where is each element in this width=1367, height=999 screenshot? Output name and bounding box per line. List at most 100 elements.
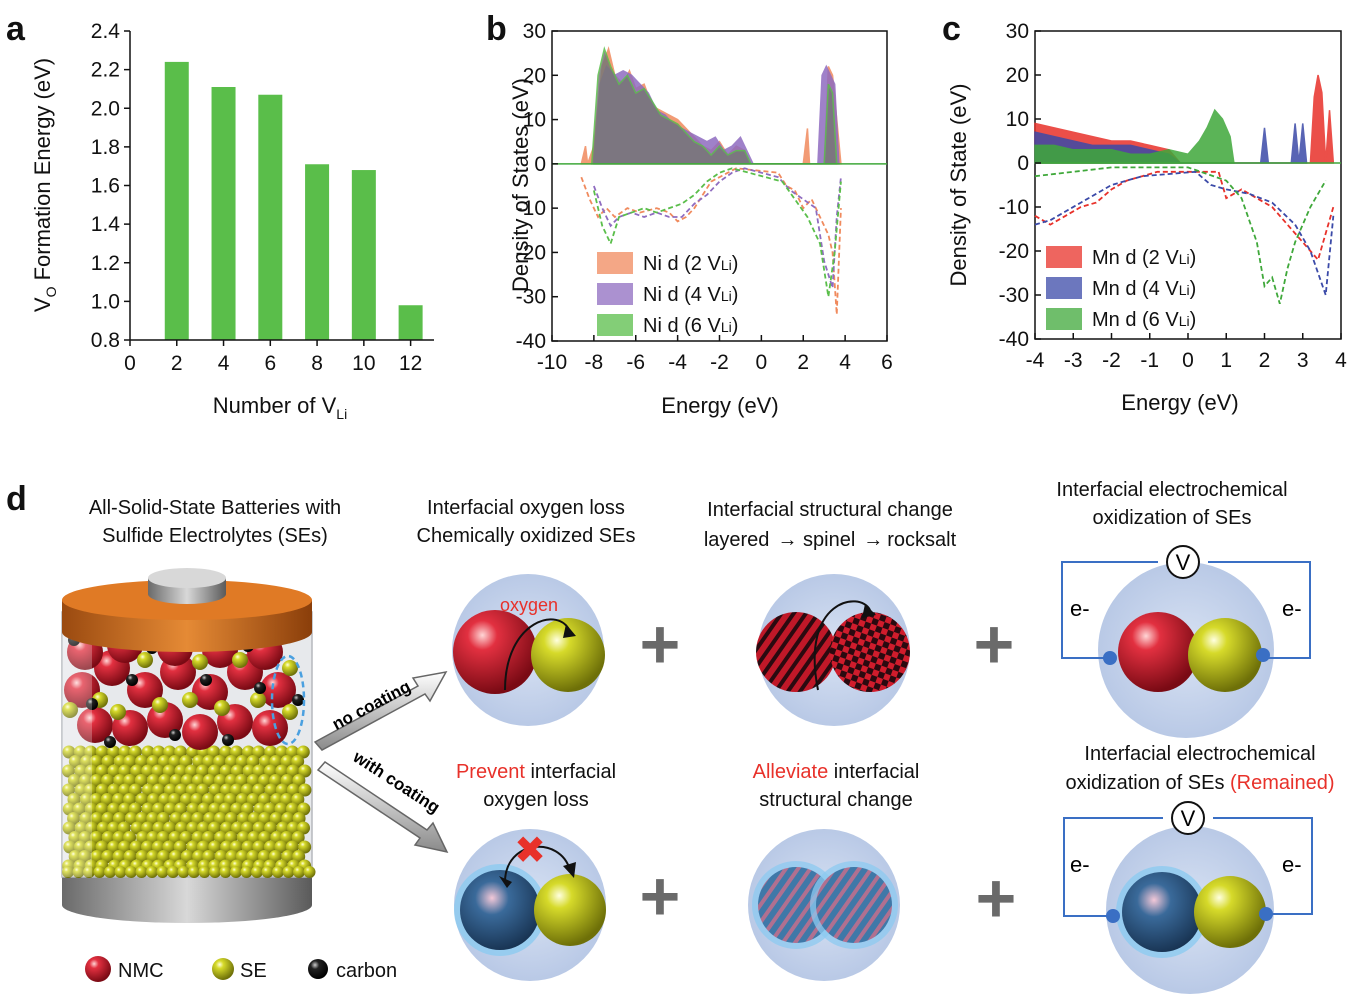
se-particle — [268, 850, 282, 863]
se-particle — [168, 755, 182, 768]
coated-nmc-particle — [1122, 872, 1202, 952]
se-particle — [286, 764, 300, 778]
se-particle — [84, 840, 98, 854]
panel-letter-a: a — [6, 10, 26, 48]
se-particle — [72, 802, 86, 816]
y-tick-label: -10 — [516, 197, 546, 220]
se-particle — [219, 866, 232, 878]
arrow-head — [862, 604, 876, 618]
se-particle — [135, 793, 149, 806]
se-particle — [196, 783, 210, 797]
nmc-particle — [182, 714, 218, 750]
carbon-particle — [104, 736, 116, 748]
bottom-caption-col2-line2: structural change — [759, 789, 912, 811]
y-tick-label: -40 — [516, 330, 546, 353]
se-particle — [197, 802, 211, 816]
se-particle — [240, 866, 253, 878]
voltmeter-label: V — [1176, 550, 1191, 575]
rocksalt-particle — [830, 612, 910, 692]
se-particle — [62, 821, 76, 835]
se-particle — [201, 831, 215, 844]
panel-a-plot: 0.8 1.0 1.2 1.4 1.6 1.8 2.0 2.2 2.4 0 2 4 6 8 10 12 — [91, 20, 434, 375]
se-particle — [130, 821, 144, 835]
y-tick-label: -10 — [999, 196, 1029, 219]
se-particle — [192, 850, 206, 863]
se-particle — [168, 831, 182, 844]
legend-se-label: SE — [240, 960, 267, 982]
voltmeter-label: V — [1181, 806, 1196, 831]
se-particle — [107, 764, 121, 778]
blocked-transfer-arrow — [504, 845, 571, 883]
particle-legend: NMC SE carbon — [85, 956, 397, 982]
x-tick-label: 6 — [264, 352, 276, 375]
x-tick-label: 2 — [1259, 349, 1271, 372]
legend-swatch-1 — [1046, 277, 1082, 299]
y-tick-label: 0 — [1017, 152, 1029, 175]
se-particle — [213, 774, 227, 787]
se-particle — [264, 745, 278, 759]
battery-base — [62, 875, 312, 923]
se-particle — [129, 840, 143, 854]
se-particle — [235, 793, 249, 806]
se-particle — [134, 774, 148, 787]
se-particle — [219, 745, 233, 759]
se-particle — [67, 774, 81, 787]
x-tick-label: 2 — [797, 351, 809, 374]
coated-layered-particle — [816, 867, 892, 943]
panel-c-xlabel: Energy (eV) — [1121, 390, 1238, 415]
se-particle — [137, 652, 153, 668]
se-particle — [235, 850, 249, 863]
top-caption-col2-line1: Interfacial structural change — [707, 499, 953, 521]
se-particle — [275, 745, 289, 759]
se-particle — [263, 764, 277, 778]
se-particle — [180, 812, 194, 825]
series-down-2 — [1034, 166, 1327, 305]
se-particle — [107, 821, 121, 835]
se-particle — [123, 755, 137, 768]
se-particle — [74, 783, 88, 797]
y-tick-label: 0.8 — [91, 329, 120, 352]
x-tick-label: 10 — [352, 352, 375, 375]
se-particle — [275, 764, 289, 778]
legend-label-2: Mn d (6 VLi) — [1092, 309, 1196, 331]
y-tick-label: -40 — [999, 328, 1029, 351]
electron-label-right: e- — [1282, 596, 1302, 621]
se-particle — [101, 774, 115, 787]
legend-label-0: Ni d (2 VLi) — [643, 253, 738, 275]
x-tick-label: 4 — [839, 351, 851, 374]
se-particle — [118, 840, 132, 854]
se-particle — [264, 783, 278, 797]
se-particle — [146, 866, 158, 878]
x-tick-label: -6 — [626, 351, 645, 374]
y-tick-label: 1.6 — [91, 175, 120, 198]
y-tick-label: 20 — [1006, 64, 1029, 87]
legend-nmc-label: NMC — [118, 960, 164, 982]
x-tick-label: -10 — [537, 351, 567, 374]
x-tick-label: 1 — [1220, 349, 1232, 372]
se-particle — [135, 866, 148, 878]
se-particle — [291, 831, 305, 844]
se-particle — [90, 812, 104, 825]
se-particle — [219, 764, 233, 778]
series-up-2 — [1034, 108, 1235, 164]
se-particle — [101, 831, 115, 844]
se-particle — [101, 755, 115, 768]
se-particle — [62, 783, 76, 797]
circuit-wire — [1063, 817, 1313, 917]
x-tick-label: -2 — [710, 351, 729, 374]
se-particle — [62, 866, 74, 878]
se-particle — [101, 850, 115, 863]
se-particle — [151, 840, 165, 854]
se-particle — [285, 745, 299, 759]
se-particle — [213, 793, 227, 806]
oxygen-transfer-arrow — [504, 618, 571, 691]
legend-nmc-swatch — [85, 956, 111, 982]
top-caption-col2-line2: layered → spinel → rocksalt — [704, 529, 957, 551]
x-tick-label: 4 — [218, 352, 230, 375]
block-cross-icon: ✖ — [514, 830, 546, 872]
se-particle — [157, 850, 171, 863]
carbon-particle — [200, 674, 212, 686]
se-particle — [123, 831, 137, 844]
se-particle — [141, 764, 155, 778]
